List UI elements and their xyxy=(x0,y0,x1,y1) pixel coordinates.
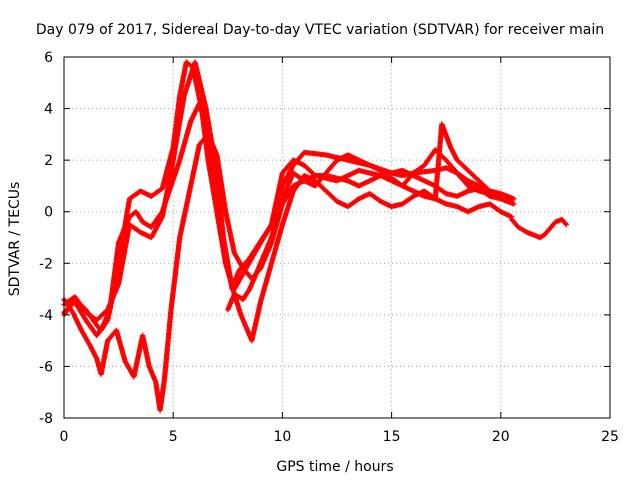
y-tick-label--8: -8 xyxy=(39,411,53,427)
point-track-4-49 xyxy=(509,196,515,202)
y-axis-label: SDTVAR / TECUs xyxy=(7,182,23,297)
y-tick-label--6: -6 xyxy=(39,359,53,375)
series-track-5 xyxy=(225,173,515,344)
marker-track-6-9-4 xyxy=(562,220,569,227)
y-tick-label--4: -4 xyxy=(39,308,53,324)
x-tick-label-0: 0 xyxy=(60,429,69,445)
axis-ticks xyxy=(63,56,611,419)
data-points xyxy=(61,59,569,413)
series-track-4 xyxy=(61,121,515,413)
x-tick-labels: 0 5 10 15 20 25 xyxy=(60,429,619,445)
x-axis-label: GPS time / hours xyxy=(276,459,393,475)
x-tick-label-5: 5 xyxy=(169,429,178,445)
plot-frame xyxy=(63,56,611,419)
x-tick-label-10: 10 xyxy=(273,429,291,445)
point-track-6-10 xyxy=(563,222,569,228)
y-tick-label-0: 0 xyxy=(44,205,53,221)
grid-lines-vertical xyxy=(172,57,502,418)
x-tick-label-20: 20 xyxy=(492,429,510,445)
y-tick-label-4: 4 xyxy=(44,102,53,118)
x-tick-label-25: 25 xyxy=(601,429,619,445)
point-track-1-41 xyxy=(511,201,517,207)
y-tick-label--2: -2 xyxy=(39,256,53,272)
chart-title: Day 079 of 2017, Sidereal Day-to-day VTE… xyxy=(36,22,604,38)
y-tick-label-6: 6 xyxy=(44,50,53,66)
y-tick-labels: -8 -6 -4 -2 0 2 4 6 xyxy=(39,50,53,427)
y-tick-label-2: 2 xyxy=(44,153,53,169)
x-tick-label-15: 15 xyxy=(383,429,401,445)
series-track-6 xyxy=(509,216,569,241)
